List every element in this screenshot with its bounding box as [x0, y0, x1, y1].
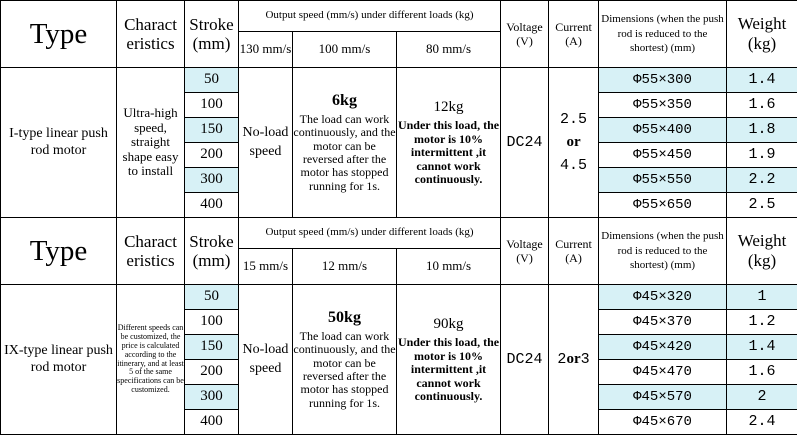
stroke-value: 50	[185, 285, 239, 310]
dimension-value: Φ45×320	[599, 285, 727, 310]
dimension-value: Φ45×670	[599, 410, 727, 435]
current-value: 2or3	[549, 285, 599, 435]
voltage-heading: Voltage (V)	[501, 218, 549, 285]
stroke-value: 200	[185, 360, 239, 385]
continuous-load-text: The load can work continuously, and the …	[293, 329, 395, 410]
stroke-value: 150	[185, 118, 239, 143]
continuous-load-text: The load can work continuously, and the …	[293, 112, 395, 193]
no-load-speed-label: No-load speed	[239, 68, 293, 218]
dimension-value: Φ55×450	[599, 143, 727, 168]
weight-heading: Weight (kg)	[727, 1, 797, 68]
section-1-header-row: Type Charact eristics Stroke (mm) Output…	[1, 1, 797, 32]
dimensions-heading: Dimensions (when the push rod is reduced…	[599, 1, 727, 68]
dimension-value: Φ45×370	[599, 310, 727, 335]
dimension-value: Φ55×300	[599, 68, 727, 93]
stroke-value: 300	[185, 385, 239, 410]
section-2-header-row: Type Charact eristics Stroke (mm) Output…	[1, 218, 797, 249]
speed-value: 10 mm/s	[397, 249, 501, 285]
weight-value: 2.4	[727, 410, 797, 435]
stroke-value: 200	[185, 143, 239, 168]
dimension-value: Φ45×420	[599, 335, 727, 360]
table-row: IX-type linear push rod motor Different …	[1, 285, 797, 310]
stroke-value: 400	[185, 410, 239, 435]
current-heading: Current (A)	[549, 1, 599, 68]
characteristics-text: Different speeds can be customized, the …	[117, 285, 185, 435]
dimension-value: Φ45×470	[599, 360, 727, 385]
current-value: 2.5 or 4.5	[549, 68, 599, 218]
no-load-speed-label: No-load speed	[239, 285, 293, 435]
continuous-load-kg: 6kg	[293, 92, 396, 110]
stroke-value: 400	[185, 193, 239, 218]
current-or: or	[566, 134, 580, 150]
weight-value: 2.5	[727, 193, 797, 218]
dimension-value: Φ55×350	[599, 93, 727, 118]
intermittent-load-text: Under this load, the motor is 10% interm…	[398, 118, 499, 186]
voltage-value: DC24	[501, 68, 549, 218]
characteristics-heading: Charact eristics	[117, 218, 185, 285]
model-name: I-type linear push rod motor	[1, 68, 117, 218]
weight-heading: Weight (kg)	[727, 218, 797, 285]
dimension-value: Φ55×650	[599, 193, 727, 218]
output-speed-heading: Output speed (mm/s) under different load…	[239, 218, 501, 249]
stroke-value: 50	[185, 68, 239, 93]
speed-value: 80 mm/s	[397, 32, 501, 68]
type-heading: Type	[1, 218, 117, 285]
weight-value: 2.2	[727, 168, 797, 193]
intermittent-load-text: Under this load, the motor is 10% interm…	[398, 335, 499, 403]
intermittent-load-cell: 90kg Under this load, the motor is 10% i…	[397, 285, 501, 435]
weight-value: 1.8	[727, 118, 797, 143]
dimension-value: Φ55×400	[599, 118, 727, 143]
speed-value: 12 mm/s	[293, 249, 397, 285]
weight-value: 1	[727, 285, 797, 310]
voltage-value: DC24	[501, 285, 549, 435]
stroke-value: 150	[185, 335, 239, 360]
weight-value: 2	[727, 385, 797, 410]
weight-value: 1.4	[727, 335, 797, 360]
stroke-value: 300	[185, 168, 239, 193]
weight-value: 1.9	[727, 143, 797, 168]
speed-value: 15 mm/s	[239, 249, 293, 285]
current-heading: Current (A)	[549, 218, 599, 285]
voltage-heading: Voltage (V)	[501, 1, 549, 68]
output-speed-heading: Output speed (mm/s) under different load…	[239, 1, 501, 32]
stroke-value: 100	[185, 93, 239, 118]
weight-value: 1.2	[727, 310, 797, 335]
current-option-b: 4.5	[560, 157, 587, 174]
current-or: or	[566, 351, 580, 367]
intermittent-load-cell: 12kg Under this load, the motor is 10% i…	[397, 68, 501, 218]
speed-value: 100 mm/s	[293, 32, 397, 68]
model-name: IX-type linear push rod motor	[1, 285, 117, 435]
continuous-load-cell: 6kg The load can work continuously, and …	[293, 68, 397, 218]
current-option-a: 2.5	[560, 111, 587, 128]
intermittent-load-kg: 90kg	[397, 316, 500, 333]
intermittent-load-kg: 12kg	[397, 99, 500, 116]
weight-value: 1.6	[727, 93, 797, 118]
characteristics-text: Ultra-high speed, straight shape easy to…	[117, 68, 185, 218]
dimension-value: Φ45×570	[599, 385, 727, 410]
current-option-b: 3	[581, 351, 590, 368]
table-row: I-type linear push rod motor Ultra-high …	[1, 68, 797, 93]
continuous-load-kg: 50kg	[293, 309, 396, 327]
dimensions-heading: Dimensions (when the push rod is reduced…	[599, 218, 727, 285]
characteristics-heading: Charact eristics	[117, 1, 185, 68]
type-heading: Type	[1, 1, 117, 68]
weight-value: 1.6	[727, 360, 797, 385]
continuous-load-cell: 50kg The load can work continuously, and…	[293, 285, 397, 435]
stroke-heading: Stroke (mm)	[185, 218, 239, 285]
dimension-value: Φ55×550	[599, 168, 727, 193]
weight-value: 1.4	[727, 68, 797, 93]
stroke-value: 100	[185, 310, 239, 335]
stroke-heading: Stroke (mm)	[185, 1, 239, 68]
speed-value: 130 mm/s	[239, 32, 293, 68]
